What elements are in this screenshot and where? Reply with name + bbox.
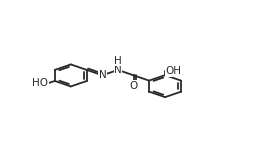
Text: OH: OH — [166, 66, 182, 76]
Text: N: N — [114, 65, 122, 75]
Text: O: O — [129, 81, 138, 91]
Text: N: N — [99, 70, 106, 80]
Text: H: H — [114, 56, 122, 65]
Text: HO: HO — [32, 78, 48, 88]
